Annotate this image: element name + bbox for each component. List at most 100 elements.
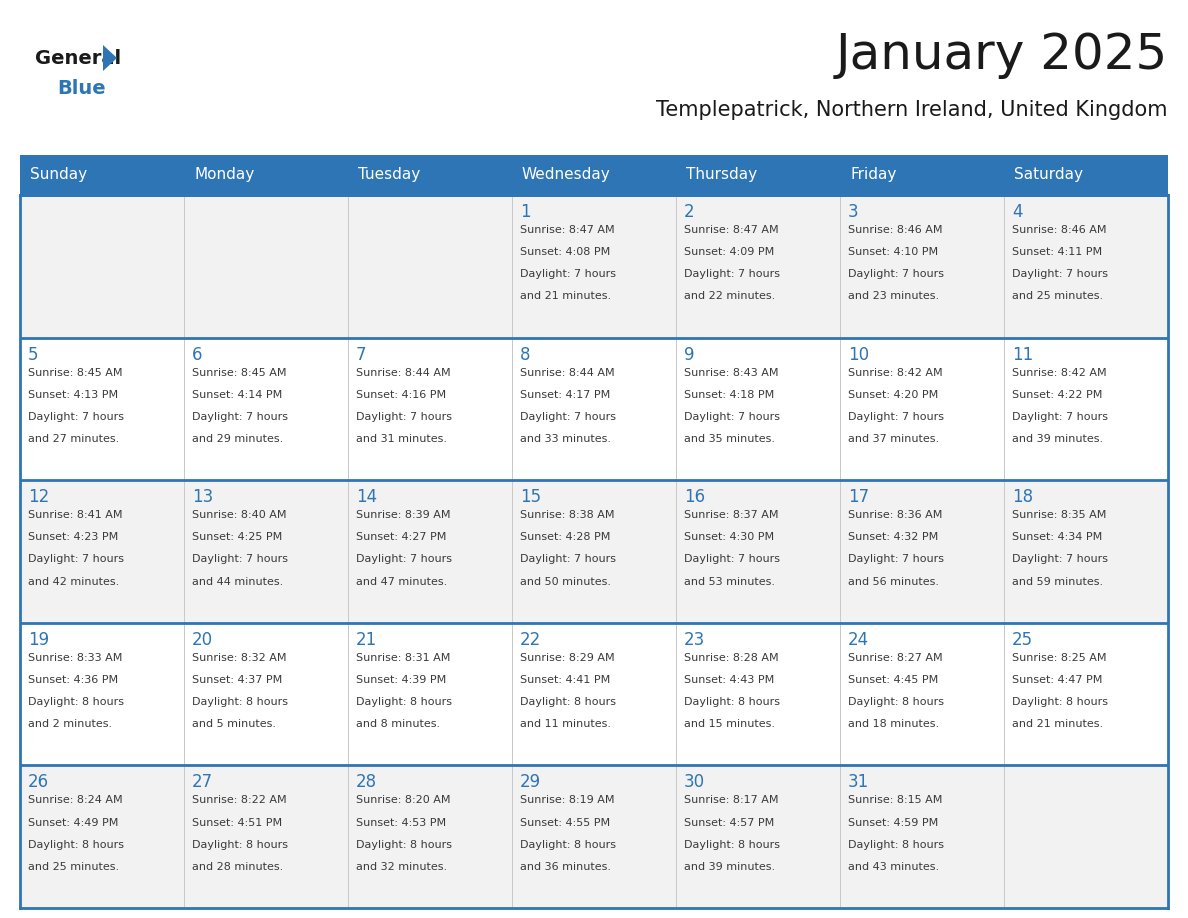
Bar: [184, 622, 348, 766]
Bar: [1004, 622, 1168, 766]
Bar: [1004, 480, 1168, 622]
Text: Sunset: 4:22 PM: Sunset: 4:22 PM: [1012, 390, 1102, 399]
Text: Sunset: 4:59 PM: Sunset: 4:59 PM: [848, 818, 939, 827]
Text: Sunrise: 8:31 AM: Sunrise: 8:31 AM: [356, 653, 450, 663]
Text: and 31 minutes.: and 31 minutes.: [356, 434, 447, 444]
Bar: [512, 766, 676, 908]
Bar: [20, 155, 1168, 195]
Text: and 21 minutes.: and 21 minutes.: [520, 291, 611, 301]
Text: Sunset: 4:36 PM: Sunset: 4:36 PM: [29, 675, 118, 685]
Text: and 25 minutes.: and 25 minutes.: [29, 862, 119, 872]
Text: 28: 28: [356, 773, 377, 791]
Text: Sunrise: 8:40 AM: Sunrise: 8:40 AM: [192, 510, 286, 521]
Text: Sunday: Sunday: [30, 167, 87, 183]
Text: 4: 4: [1012, 203, 1023, 221]
Text: Sunset: 4:13 PM: Sunset: 4:13 PM: [29, 390, 118, 399]
Text: Daylight: 8 hours: Daylight: 8 hours: [520, 840, 617, 849]
Text: and 29 minutes.: and 29 minutes.: [192, 434, 283, 444]
Bar: [512, 622, 676, 766]
Text: 5: 5: [29, 345, 38, 364]
Text: 11: 11: [1012, 345, 1034, 364]
Text: and 53 minutes.: and 53 minutes.: [684, 577, 775, 587]
Bar: [20, 480, 184, 622]
Bar: [20, 622, 184, 766]
Text: Sunrise: 8:39 AM: Sunrise: 8:39 AM: [356, 510, 450, 521]
Text: 16: 16: [684, 488, 706, 506]
Bar: [840, 766, 1004, 908]
Text: Blue: Blue: [57, 79, 106, 97]
Text: Daylight: 8 hours: Daylight: 8 hours: [192, 840, 287, 849]
Text: Sunset: 4:17 PM: Sunset: 4:17 PM: [520, 390, 611, 399]
Text: Sunset: 4:16 PM: Sunset: 4:16 PM: [356, 390, 447, 399]
Text: 7: 7: [356, 345, 367, 364]
Bar: [1004, 766, 1168, 908]
Text: 6: 6: [192, 345, 202, 364]
Text: Sunrise: 8:24 AM: Sunrise: 8:24 AM: [29, 795, 122, 805]
Bar: [184, 195, 348, 338]
Text: Friday: Friday: [849, 167, 897, 183]
Text: and 39 minutes.: and 39 minutes.: [1012, 434, 1104, 444]
Bar: [512, 195, 676, 338]
Text: and 50 minutes.: and 50 minutes.: [520, 577, 611, 587]
Text: Sunset: 4:51 PM: Sunset: 4:51 PM: [192, 818, 282, 827]
Text: 19: 19: [29, 631, 49, 649]
Bar: [840, 622, 1004, 766]
Text: Sunrise: 8:45 AM: Sunrise: 8:45 AM: [29, 367, 122, 377]
Text: and 47 minutes.: and 47 minutes.: [356, 577, 447, 587]
Text: Daylight: 7 hours: Daylight: 7 hours: [848, 269, 944, 279]
Bar: [676, 622, 840, 766]
Text: Sunrise: 8:46 AM: Sunrise: 8:46 AM: [848, 225, 942, 235]
Bar: [676, 766, 840, 908]
Polygon shape: [103, 45, 116, 71]
Text: Daylight: 7 hours: Daylight: 7 hours: [356, 554, 451, 565]
Bar: [348, 480, 512, 622]
Text: and 37 minutes.: and 37 minutes.: [848, 434, 940, 444]
Text: Daylight: 7 hours: Daylight: 7 hours: [1012, 269, 1108, 279]
Text: and 33 minutes.: and 33 minutes.: [520, 434, 611, 444]
Text: and 56 minutes.: and 56 minutes.: [848, 577, 939, 587]
Text: Daylight: 7 hours: Daylight: 7 hours: [1012, 554, 1108, 565]
Text: 31: 31: [848, 773, 870, 791]
Text: Daylight: 8 hours: Daylight: 8 hours: [192, 697, 287, 707]
Text: Sunset: 4:37 PM: Sunset: 4:37 PM: [192, 675, 283, 685]
Text: Daylight: 7 hours: Daylight: 7 hours: [684, 554, 781, 565]
Text: Sunset: 4:28 PM: Sunset: 4:28 PM: [520, 532, 611, 543]
Text: 15: 15: [520, 488, 541, 506]
Text: Sunrise: 8:43 AM: Sunrise: 8:43 AM: [684, 367, 778, 377]
Text: and 43 minutes.: and 43 minutes.: [848, 862, 940, 872]
Text: Daylight: 7 hours: Daylight: 7 hours: [29, 554, 124, 565]
Text: Sunset: 4:57 PM: Sunset: 4:57 PM: [684, 818, 775, 827]
Text: 18: 18: [1012, 488, 1034, 506]
Text: and 22 minutes.: and 22 minutes.: [684, 291, 776, 301]
Text: Sunset: 4:49 PM: Sunset: 4:49 PM: [29, 818, 119, 827]
Text: Sunrise: 8:22 AM: Sunrise: 8:22 AM: [192, 795, 286, 805]
Text: and 36 minutes.: and 36 minutes.: [520, 862, 611, 872]
Bar: [20, 155, 1168, 161]
Text: Daylight: 8 hours: Daylight: 8 hours: [848, 840, 944, 849]
Text: Sunset: 4:25 PM: Sunset: 4:25 PM: [192, 532, 283, 543]
Text: and 59 minutes.: and 59 minutes.: [1012, 577, 1104, 587]
Text: Sunset: 4:27 PM: Sunset: 4:27 PM: [356, 532, 447, 543]
Text: Daylight: 7 hours: Daylight: 7 hours: [520, 554, 617, 565]
Text: 13: 13: [192, 488, 214, 506]
Text: Sunrise: 8:45 AM: Sunrise: 8:45 AM: [192, 367, 286, 377]
Text: Sunrise: 8:37 AM: Sunrise: 8:37 AM: [684, 510, 778, 521]
Bar: [1004, 195, 1168, 338]
Text: Sunrise: 8:41 AM: Sunrise: 8:41 AM: [29, 510, 122, 521]
Text: Sunset: 4:34 PM: Sunset: 4:34 PM: [1012, 532, 1102, 543]
Text: 27: 27: [192, 773, 213, 791]
Text: 14: 14: [356, 488, 377, 506]
Text: Daylight: 7 hours: Daylight: 7 hours: [520, 412, 617, 421]
Bar: [348, 622, 512, 766]
Text: Daylight: 8 hours: Daylight: 8 hours: [684, 840, 781, 849]
Text: Sunrise: 8:28 AM: Sunrise: 8:28 AM: [684, 653, 778, 663]
Text: and 23 minutes.: and 23 minutes.: [848, 291, 940, 301]
Text: 23: 23: [684, 631, 706, 649]
Text: Sunset: 4:20 PM: Sunset: 4:20 PM: [848, 390, 939, 399]
Bar: [676, 195, 840, 338]
Text: and 32 minutes.: and 32 minutes.: [356, 862, 447, 872]
Text: Sunrise: 8:20 AM: Sunrise: 8:20 AM: [356, 795, 450, 805]
Text: Daylight: 8 hours: Daylight: 8 hours: [356, 697, 451, 707]
Bar: [20, 766, 184, 908]
Text: Sunrise: 8:29 AM: Sunrise: 8:29 AM: [520, 653, 614, 663]
